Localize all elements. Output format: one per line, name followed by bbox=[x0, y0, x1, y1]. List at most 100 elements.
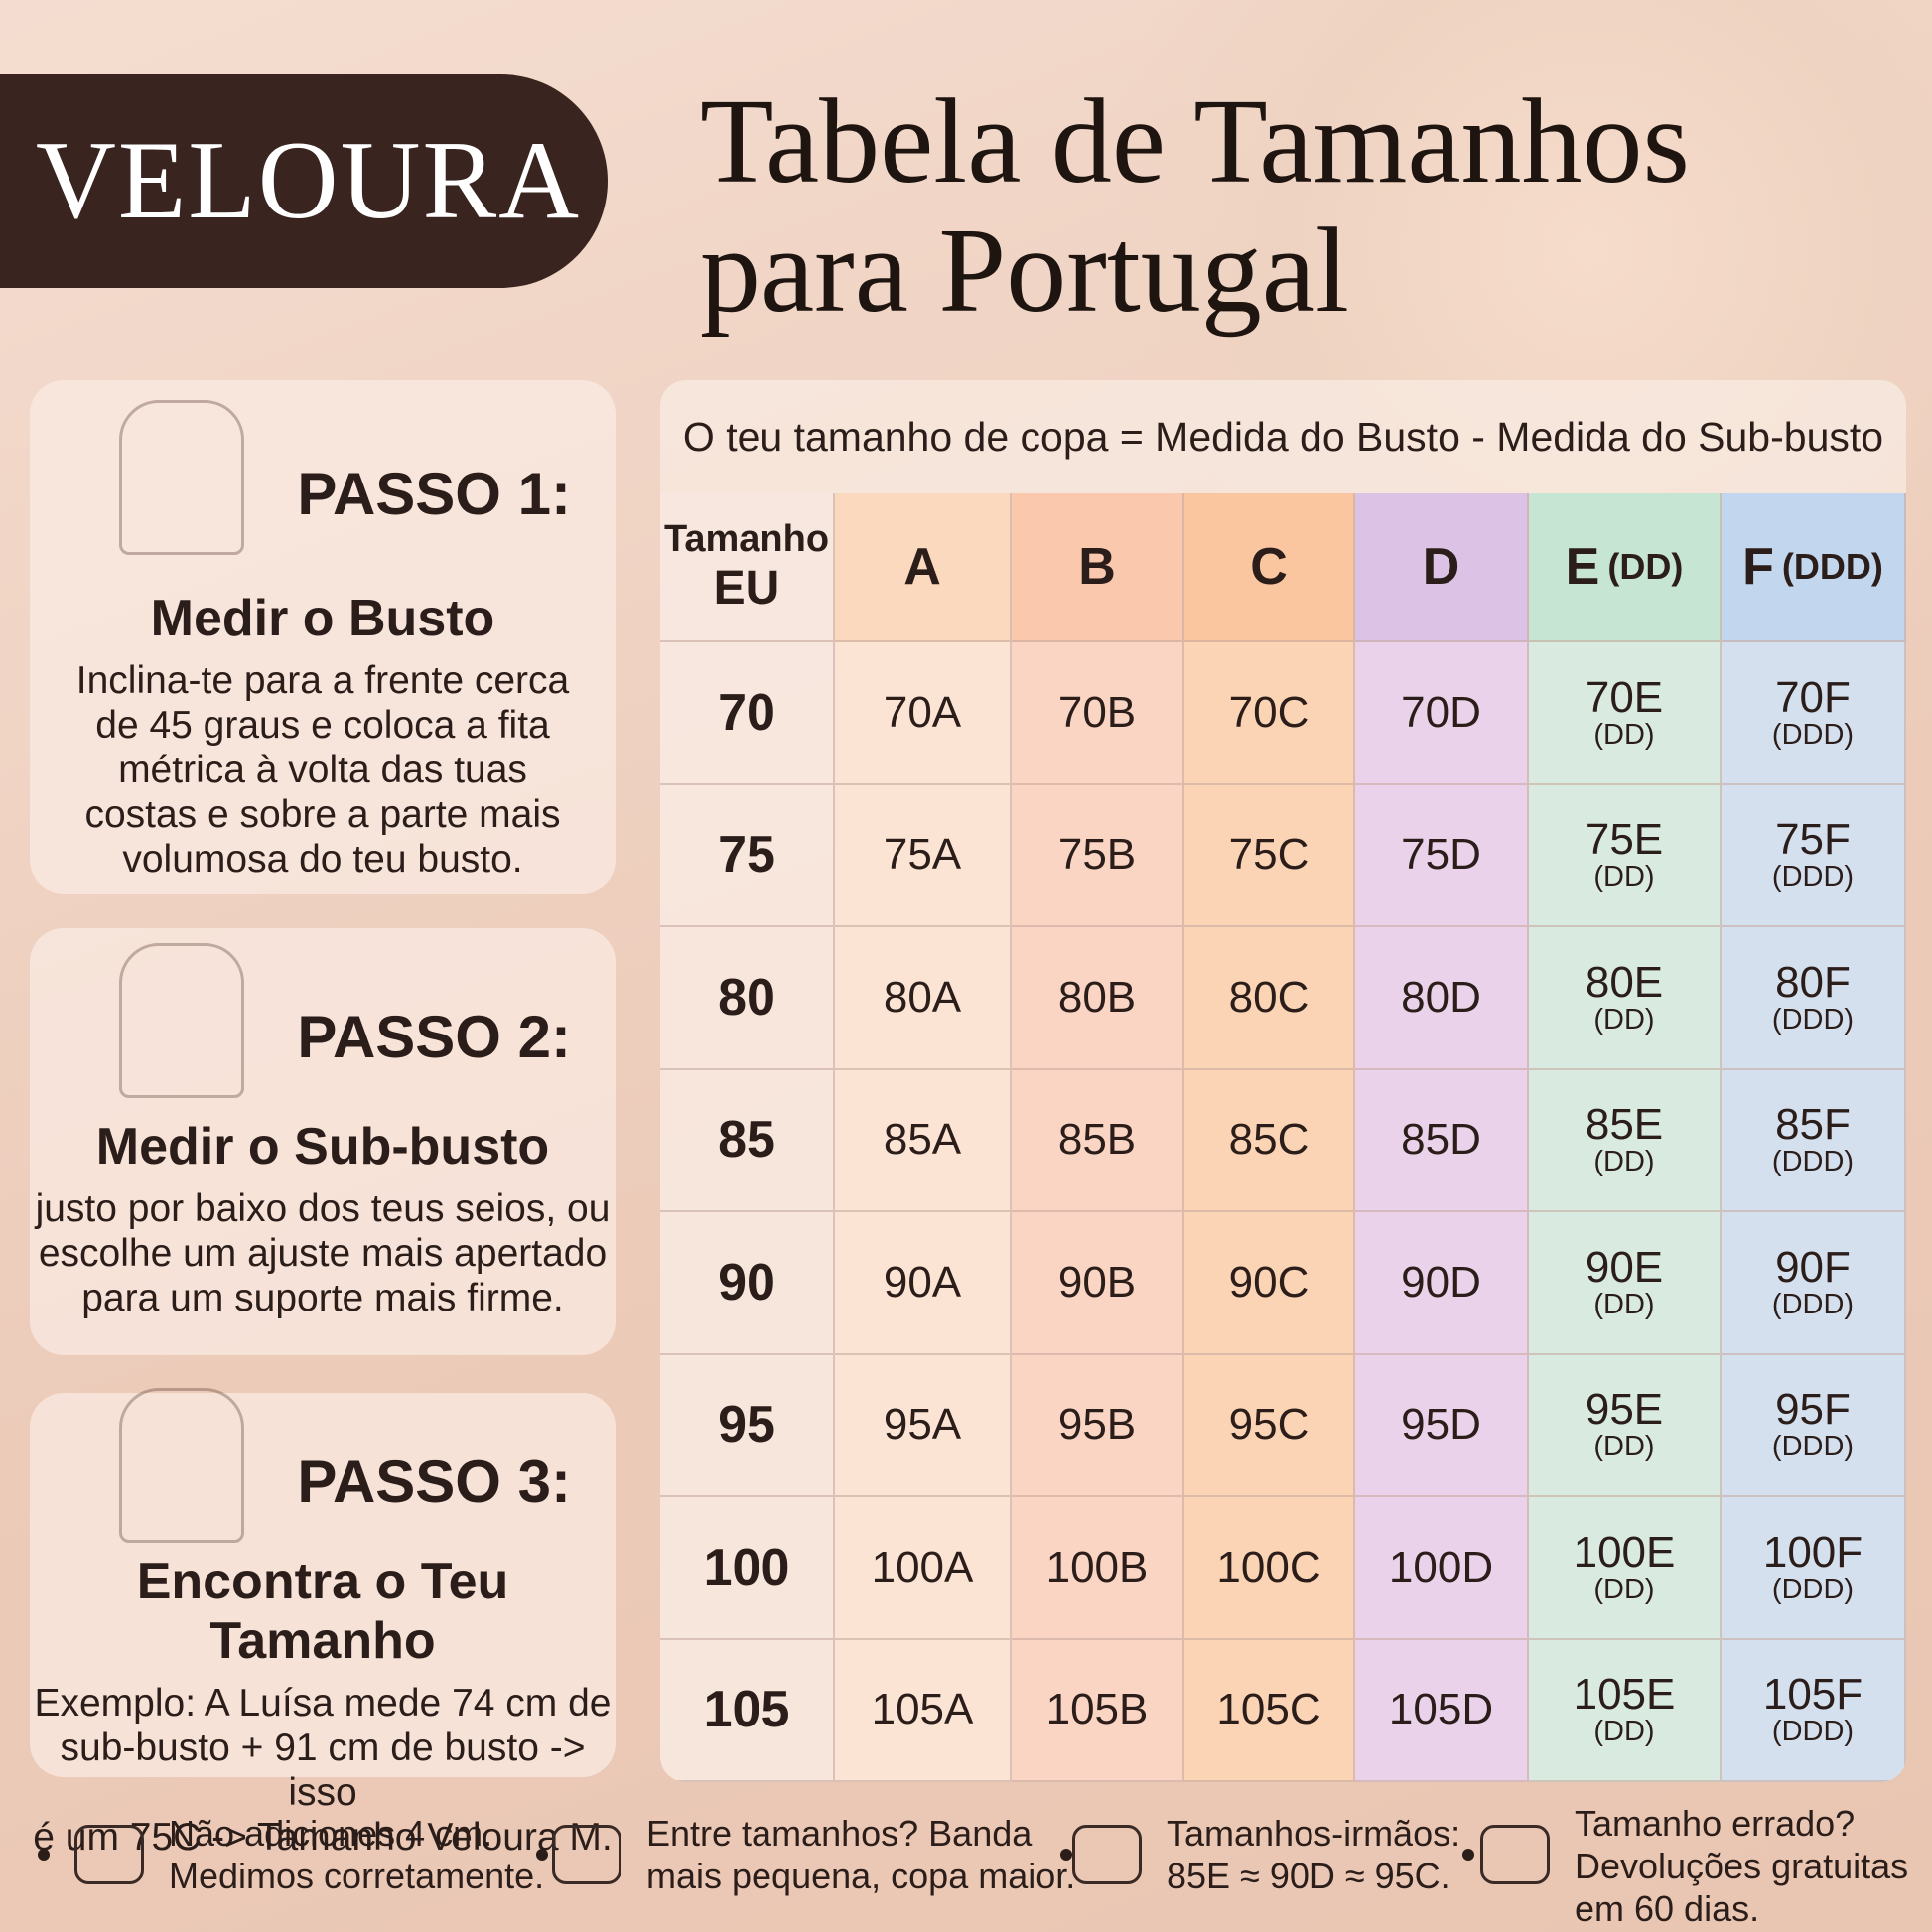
footer-item: Não adiciones 4 cm. Medimos corretamente. bbox=[169, 1812, 544, 1897]
table-cell: 75B bbox=[1012, 784, 1184, 927]
page-title: Tabela de Tamanhos para Portugal bbox=[700, 77, 1690, 336]
table-cell: 90D bbox=[1355, 1212, 1529, 1355]
header-label: B bbox=[1078, 538, 1116, 596]
table-cell: 70A bbox=[835, 642, 1012, 785]
table-cell: 70D bbox=[1355, 642, 1529, 785]
size-label: 95A bbox=[883, 1400, 962, 1449]
table-cell: 100D bbox=[1355, 1497, 1529, 1640]
brand-badge: VELOURA bbox=[0, 74, 608, 288]
title-line: para Portugal bbox=[700, 204, 1349, 338]
table-cell: 100B bbox=[1012, 1497, 1184, 1640]
step-panel: PASSO 1: Medir o Busto Inclina-te para a f… bbox=[30, 380, 616, 894]
size-label: 105B bbox=[1045, 1685, 1149, 1734]
size-note: (DD) bbox=[1593, 1431, 1655, 1463]
size-label: 105E bbox=[1573, 1670, 1676, 1720]
step-subtitle: Medir o Sub-busto bbox=[95, 1118, 550, 1175]
header-cell: C bbox=[1184, 493, 1355, 642]
table-cell: 105F (DDD) bbox=[1722, 1639, 1906, 1782]
header-label: E bbox=[1565, 538, 1600, 596]
table-cell: 85C bbox=[1184, 1069, 1355, 1212]
footer-line: Entre tamanhos? Banda bbox=[646, 1813, 1033, 1854]
step-body: Medir o Sub-busto justo por baixo dos teu… bbox=[30, 1117, 616, 1320]
table-cell: 80D bbox=[1355, 927, 1529, 1070]
size-label: 85D bbox=[1401, 1115, 1481, 1165]
footer-item: Entre tamanhos? Banda mais pequena, copa … bbox=[646, 1812, 1075, 1897]
size-label: 85F bbox=[1775, 1100, 1851, 1150]
size-note: (DDD) bbox=[1771, 1431, 1855, 1463]
size-label: 95F bbox=[1775, 1385, 1851, 1435]
size-label: 90F bbox=[1775, 1242, 1851, 1292]
size-label: 100B bbox=[1045, 1542, 1149, 1591]
size-label: 75C bbox=[1228, 830, 1310, 880]
footer-line: em 60 dias. bbox=[1575, 1888, 1760, 1929]
bullet bbox=[1060, 1849, 1072, 1861]
size-note: (DD) bbox=[1593, 1573, 1655, 1605]
bullet bbox=[536, 1849, 548, 1861]
table-cell: 95B bbox=[1012, 1354, 1184, 1497]
table-cell: 95D bbox=[1355, 1354, 1529, 1497]
step-title: PASSO 1: bbox=[297, 461, 571, 527]
size-label: 75E bbox=[1585, 815, 1664, 865]
table-cell: 100E (DD) bbox=[1529, 1497, 1722, 1640]
table-cell: 70 bbox=[660, 642, 835, 785]
footer-line: Devoluções gratuitas bbox=[1575, 1846, 1909, 1886]
size-note: (DDD) bbox=[1771, 1716, 1855, 1748]
table-cell: 85E (DD) bbox=[1529, 1069, 1722, 1212]
table-cell: 90C bbox=[1184, 1212, 1355, 1355]
formula: O teu tamanho de copa = Medida do Busto … bbox=[682, 413, 1884, 460]
size-label: 80D bbox=[1401, 972, 1481, 1022]
step-text-line: para um suporte mais firme. bbox=[81, 1277, 564, 1319]
table-cell: 95 bbox=[660, 1354, 835, 1497]
step-text-line: justo por baixo dos teus seios, ou bbox=[35, 1187, 611, 1230]
step-body: Encontra o Teu Tamanho Exemplo: A Luísa m… bbox=[30, 1552, 616, 1860]
table-cell: 75F (DDD) bbox=[1722, 784, 1906, 927]
size-label: 80F bbox=[1775, 957, 1851, 1007]
brand-name: VELOURA bbox=[36, 119, 582, 242]
band-label: 80 bbox=[718, 968, 775, 1027]
table-cell: 70B bbox=[1012, 642, 1184, 785]
step-title: PASSO 3: bbox=[297, 1449, 571, 1515]
size-label: 90A bbox=[883, 1257, 962, 1307]
size-label: 70E bbox=[1585, 672, 1664, 722]
footer-icon bbox=[74, 1825, 144, 1884]
footer-line: mais pequena, copa maior. bbox=[646, 1856, 1076, 1896]
table-cell: 70C bbox=[1184, 642, 1355, 785]
footer-line: 85E ≈ 90D ≈ 95C. bbox=[1167, 1856, 1450, 1896]
footer-line: Tamanho errado? bbox=[1575, 1803, 1856, 1844]
footer-line: Tamanhos-irmãos: bbox=[1167, 1813, 1461, 1854]
table-cell: 85D bbox=[1355, 1069, 1529, 1212]
footer-icon bbox=[1480, 1825, 1550, 1884]
band-label: 90 bbox=[718, 1253, 775, 1311]
step-panel: PASSO 2: Medir o Sub-busto justo por baixo… bbox=[30, 928, 616, 1355]
table-cell: 80 bbox=[660, 927, 835, 1070]
step-body: Medir o Busto Inclina-te para a frente ce… bbox=[30, 589, 616, 882]
header-cell: B bbox=[1012, 493, 1184, 642]
table-cell: 70E (DD) bbox=[1529, 642, 1722, 785]
header-label: Tamanho bbox=[663, 518, 830, 560]
table-cell: 85 bbox=[660, 1069, 835, 1212]
header-label: C bbox=[1250, 538, 1288, 596]
table-cell: 95F (DDD) bbox=[1722, 1354, 1906, 1497]
step-text-line: sub-busto + 91 cm de busto -> isso bbox=[60, 1726, 586, 1814]
size-note: (DD) bbox=[1593, 1716, 1655, 1748]
size-label: 105A bbox=[871, 1685, 974, 1734]
size-label: 95E bbox=[1585, 1385, 1664, 1435]
size-label: 75B bbox=[1057, 830, 1137, 880]
table-cell: 80E (DD) bbox=[1529, 927, 1722, 1070]
table-cell: 95C bbox=[1184, 1354, 1355, 1497]
size-label: 85E bbox=[1585, 1100, 1664, 1150]
band-label: 100 bbox=[703, 1538, 790, 1596]
footer-icon bbox=[1072, 1825, 1142, 1884]
size-note: (DD) bbox=[1593, 1003, 1655, 1035]
step-icon bbox=[119, 1388, 244, 1543]
size-label: 70C bbox=[1228, 687, 1310, 737]
size-note: (DD) bbox=[1593, 1146, 1655, 1178]
header-cell: F (DDD) bbox=[1722, 493, 1906, 642]
table-cell: 75E (DD) bbox=[1529, 784, 1722, 927]
step-text-line: Exemplo: A Luísa mede 74 cm de bbox=[34, 1682, 612, 1725]
size-label: 80C bbox=[1228, 972, 1310, 1022]
size-note: (DDD) bbox=[1771, 1288, 1855, 1320]
table-cell: 105A bbox=[835, 1639, 1012, 1782]
size-note: (DD) bbox=[1593, 718, 1655, 751]
